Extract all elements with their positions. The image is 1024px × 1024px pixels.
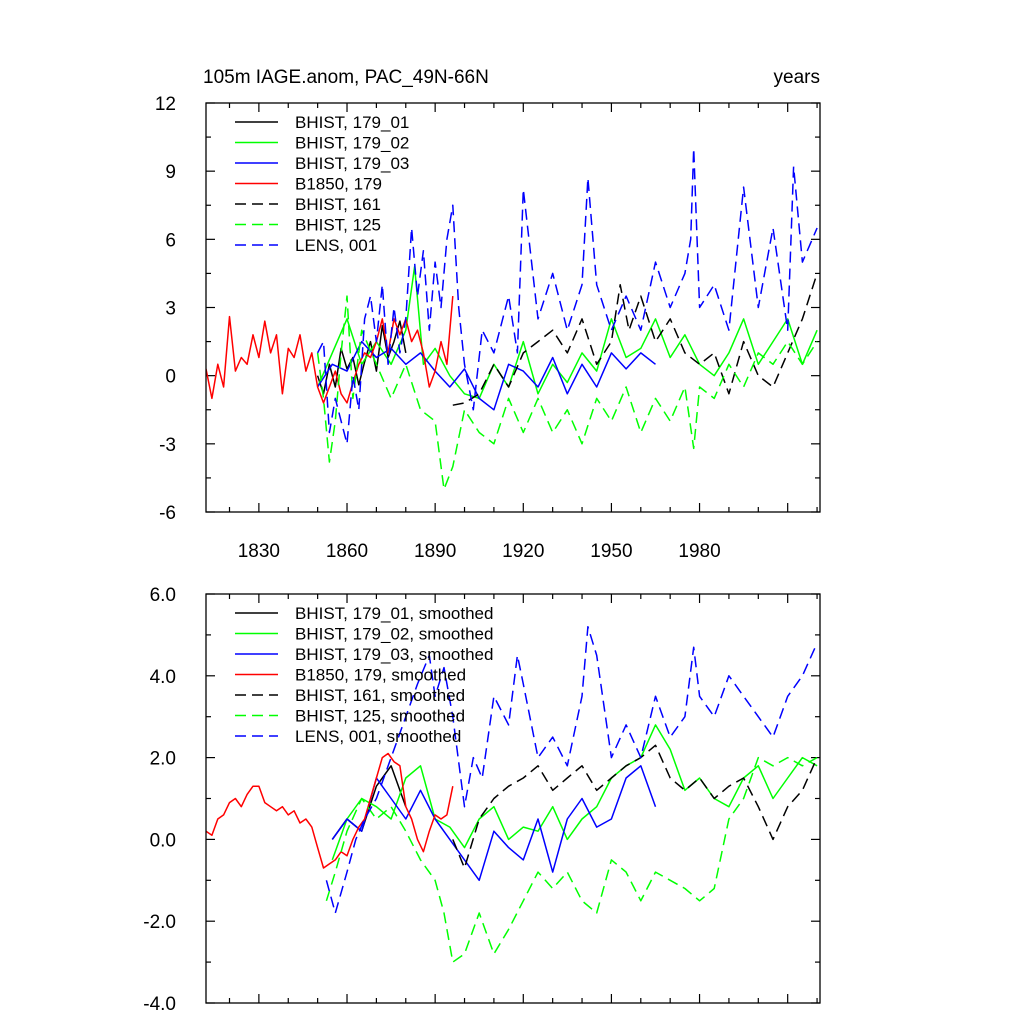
y-tick-label: 6.0 bbox=[150, 585, 176, 606]
legend-entry: BHIST, 179_02 bbox=[295, 134, 409, 153]
series-line-2 bbox=[331, 724, 818, 861]
legend-entry: BHIST, 161 bbox=[295, 195, 381, 214]
y-tick-label: 0.0 bbox=[150, 830, 176, 851]
x-tick-label: 1980 bbox=[678, 541, 720, 562]
y-tick-label: 12 bbox=[155, 94, 176, 115]
series-group bbox=[206, 625, 818, 963]
bottom-panel: 6.0 4.0 2.0 0.0 -2.0 -4.0 BHIST, 179_01, smoot… bbox=[143, 585, 821, 1015]
legend-entry: LENS, 001 bbox=[295, 236, 377, 255]
y-tick-label: 3 bbox=[165, 299, 176, 320]
series-line-7 bbox=[316, 147, 818, 445]
series-line-6 bbox=[316, 295, 818, 491]
plot-frame bbox=[205, 102, 821, 513]
series-line-7 bbox=[325, 625, 818, 914]
legend-entry: BHIST, 179_03, smoothed bbox=[295, 645, 493, 664]
y-tick-label: 4.0 bbox=[150, 667, 176, 688]
y-tick-label: -6 bbox=[159, 503, 176, 524]
series-line-4 bbox=[206, 296, 454, 404]
legend-entry: LENS, 001, smoothed bbox=[295, 727, 461, 746]
x-tick-label: 1890 bbox=[414, 541, 456, 562]
legend-entry: B1850, 179, smoothed bbox=[295, 666, 466, 685]
y-tick-label: -3 bbox=[159, 435, 176, 456]
x-tick-label: 1920 bbox=[502, 541, 544, 562]
y-tick-label: 0 bbox=[165, 367, 176, 388]
plot-frame bbox=[205, 593, 821, 1004]
legend-entry: BHIST, 179_01 bbox=[295, 113, 409, 132]
legend-entry: BHIST, 161, smoothed bbox=[295, 686, 465, 705]
top-panel: 1830 1860 1890 1920 1950 1980 12 9 6 3 0 -3 -6 BHIST,… bbox=[155, 94, 821, 562]
series-line-3 bbox=[331, 765, 657, 882]
y-tick-label: 9 bbox=[165, 162, 176, 183]
y-tick-label: -2.0 bbox=[143, 912, 176, 933]
x-tick-label: 1860 bbox=[326, 541, 368, 562]
series-group bbox=[206, 147, 818, 491]
series-line-4 bbox=[206, 752, 454, 869]
y-tick-label: -4.0 bbox=[143, 994, 176, 1015]
series-line-6 bbox=[325, 756, 818, 963]
chart-units: years bbox=[774, 67, 820, 88]
legend-entry: BHIST, 125, smoothed bbox=[295, 707, 465, 726]
series-line-3 bbox=[316, 340, 656, 411]
legend-entry: BHIST, 179_02, smoothed bbox=[295, 625, 493, 644]
legend-entry: BHIST, 179_01, smoothed bbox=[295, 604, 493, 623]
x-tick-label: 1830 bbox=[238, 541, 280, 562]
chart-title: 105m IAGE.anom, PAC_49N-66N bbox=[203, 67, 489, 88]
series-line-5 bbox=[452, 744, 818, 869]
y-tick-label: 6 bbox=[165, 230, 176, 251]
legend-entry: B1850, 179 bbox=[295, 175, 382, 194]
legend-entry: BHIST, 179_03 bbox=[295, 154, 409, 173]
legend-entry: BHIST, 125 bbox=[295, 216, 381, 235]
x-tick-label: 1950 bbox=[590, 541, 632, 562]
y-tick-label: 2.0 bbox=[150, 749, 176, 770]
